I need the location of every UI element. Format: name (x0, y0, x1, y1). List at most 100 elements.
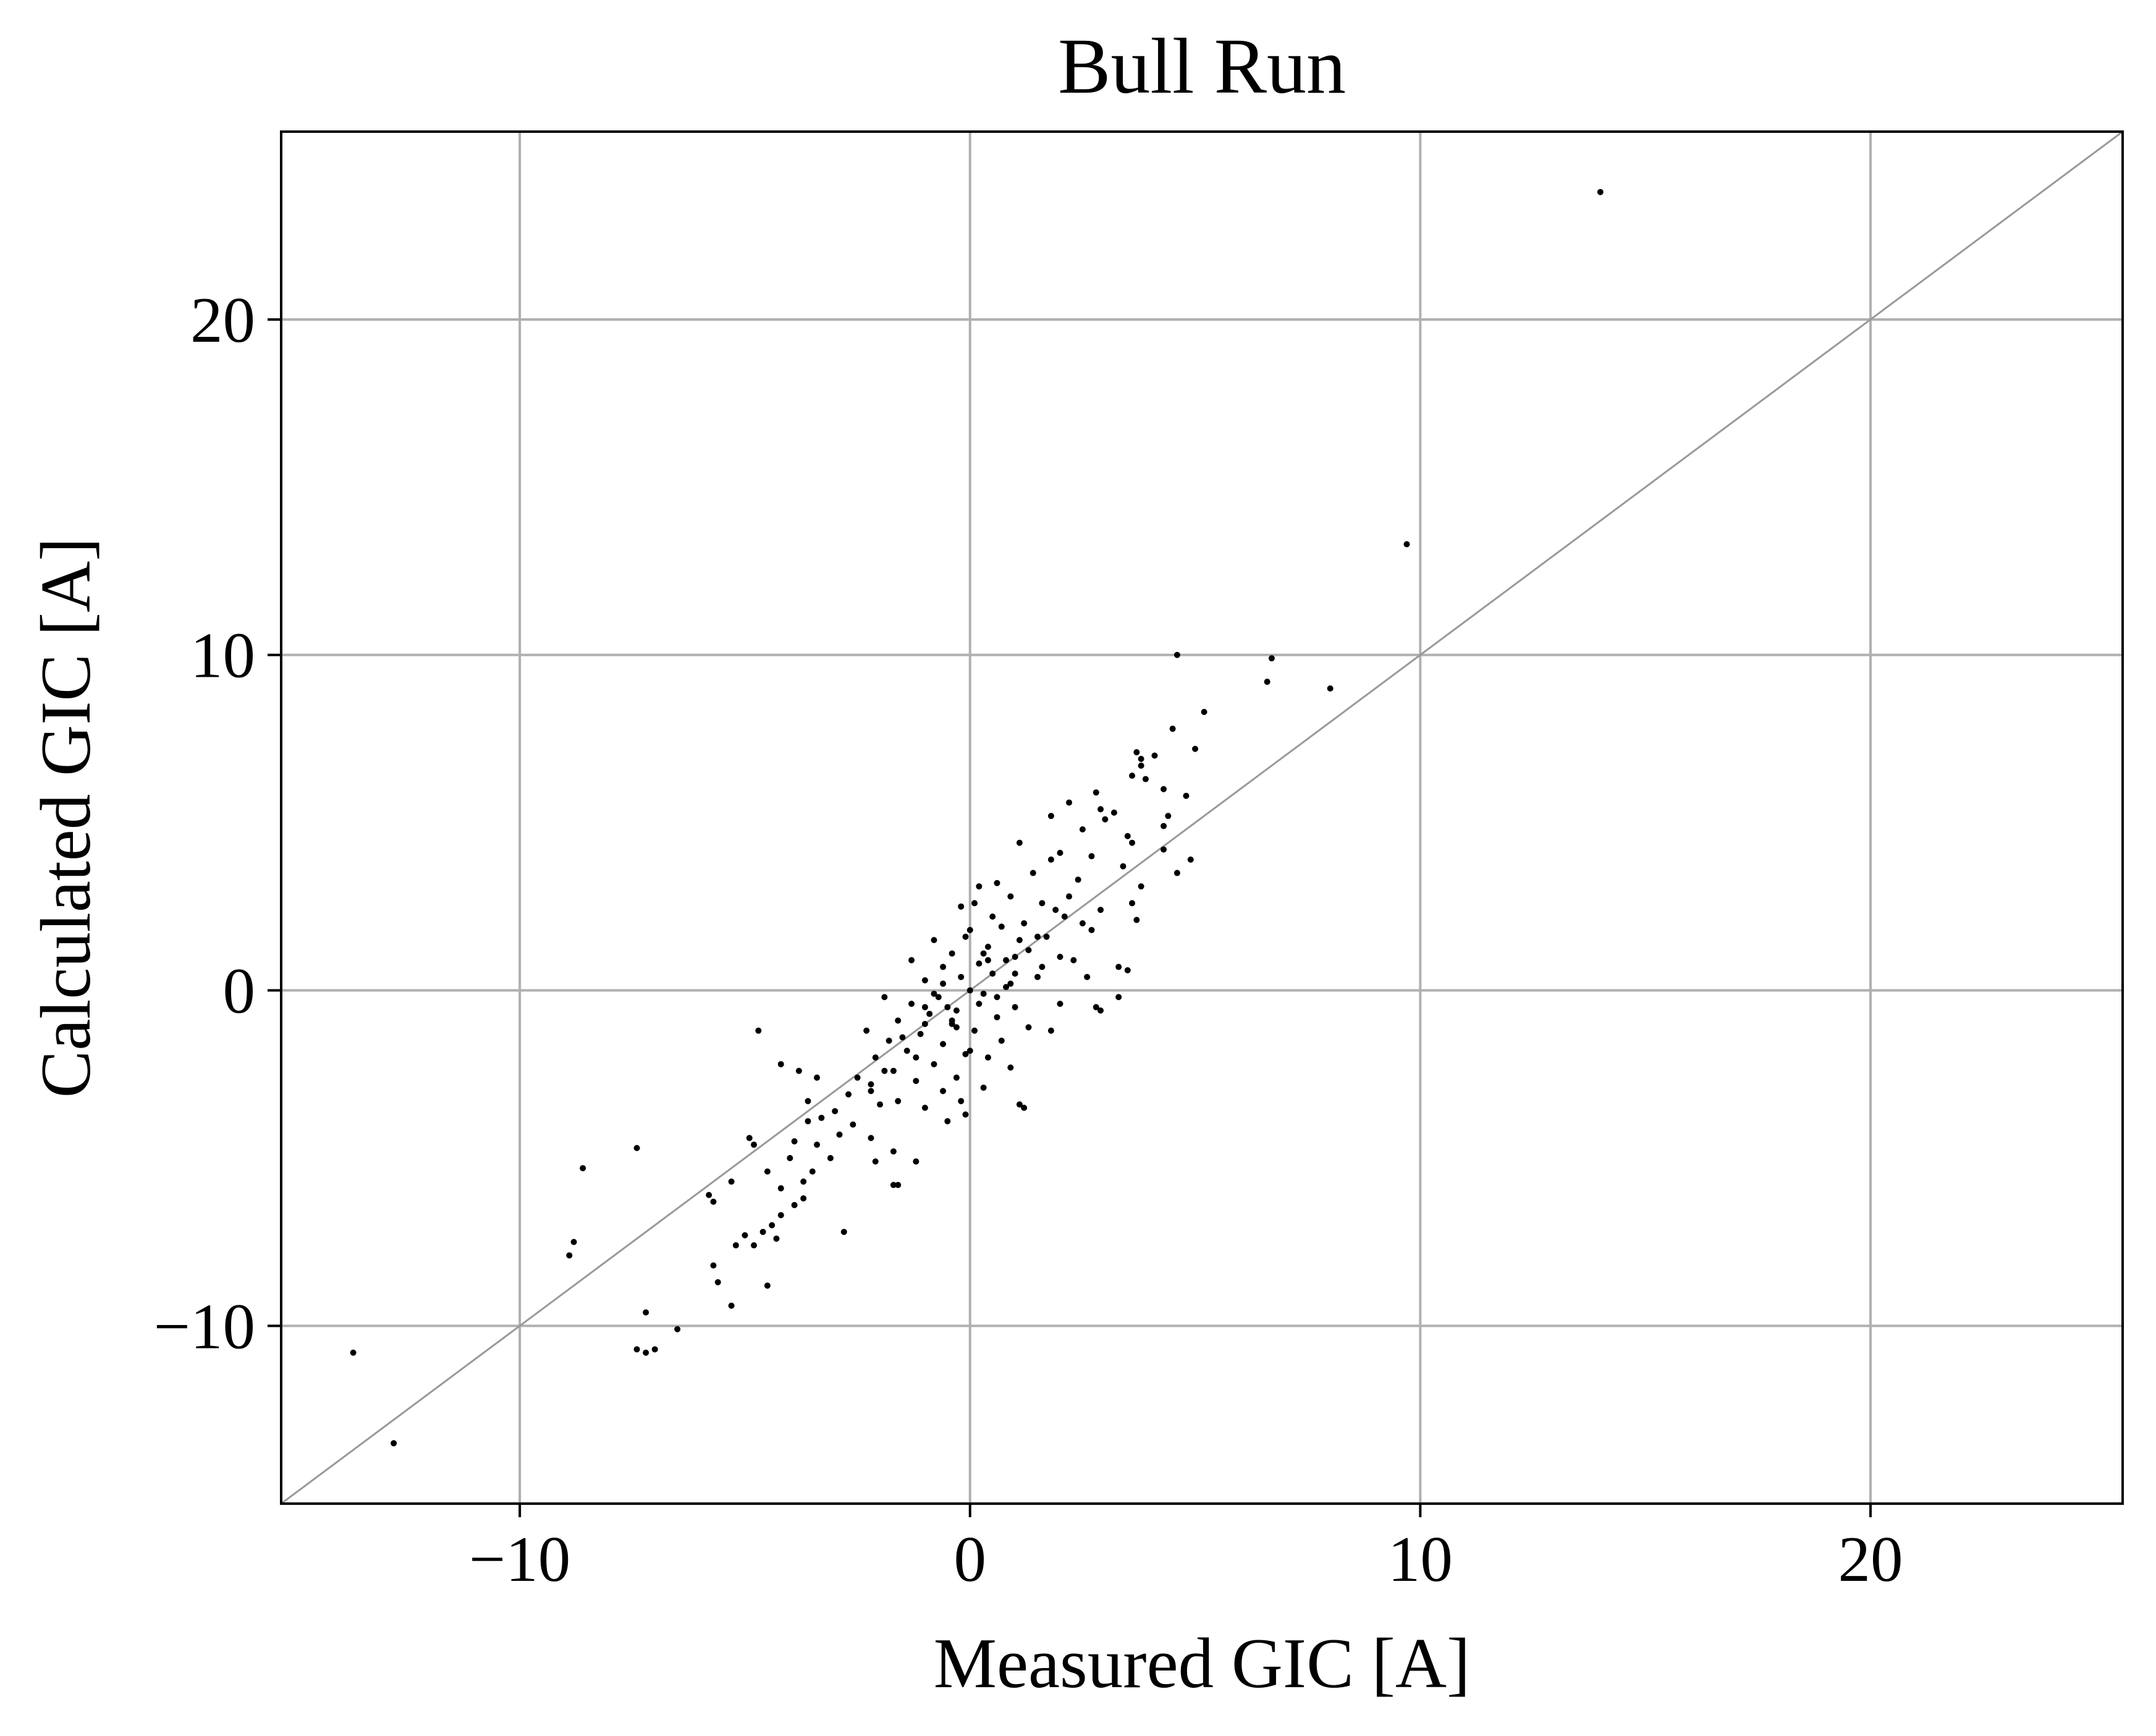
data-point (958, 1098, 965, 1104)
data-point (984, 943, 991, 950)
data-point (1093, 1004, 1099, 1010)
data-point (1597, 188, 1604, 195)
data-point (1133, 917, 1140, 923)
data-point (940, 980, 947, 987)
data-point (777, 1061, 784, 1067)
data-point (1173, 870, 1180, 876)
data-point (921, 1020, 928, 1027)
data-point (1327, 685, 1334, 692)
data-point (1093, 789, 1099, 796)
data-point (944, 1004, 951, 1010)
data-point (1138, 762, 1144, 769)
data-point (1047, 813, 1054, 819)
data-point (787, 1154, 793, 1161)
data-point (633, 1346, 640, 1353)
data-point (921, 1104, 928, 1111)
data-point (566, 1252, 573, 1259)
data-point (949, 1017, 955, 1024)
data-point (1039, 963, 1046, 970)
grid-lines (281, 132, 2123, 1504)
identity-reference-line (281, 130, 2123, 1505)
data-point (917, 1031, 924, 1038)
data-point (728, 1178, 735, 1185)
data-point (931, 937, 937, 944)
data-point (872, 1054, 879, 1061)
data-point (1403, 541, 1410, 548)
data-point (1115, 963, 1122, 970)
data-point (1169, 726, 1176, 732)
data-point (1016, 937, 1023, 944)
data-point (1129, 773, 1136, 779)
data-point (966, 1048, 973, 1054)
data-point (1129, 839, 1136, 846)
data-point (1039, 900, 1046, 907)
data-point (1012, 954, 1018, 960)
data-point (1268, 655, 1275, 662)
data-point (994, 879, 1000, 886)
data-point (1160, 785, 1167, 792)
data-point (1187, 856, 1194, 863)
data-point (633, 1145, 640, 1151)
data-point (984, 1054, 991, 1061)
data-point (1007, 980, 1014, 987)
data-point (674, 1326, 681, 1332)
data-point (728, 1302, 735, 1309)
data-point (1097, 806, 1104, 813)
data-point (966, 987, 973, 994)
y-tick-label: 10 (190, 619, 255, 692)
data-point (895, 1182, 902, 1188)
data-point (931, 990, 937, 997)
data-point (890, 1148, 897, 1155)
data-point (895, 1098, 902, 1104)
data-point (1124, 832, 1131, 839)
data-point (998, 923, 1005, 930)
y-axis-label: Calculated GIC [A] (27, 538, 105, 1098)
data-point (984, 957, 991, 963)
x-tick-label: 20 (1838, 1523, 1903, 1595)
data-point (643, 1309, 649, 1316)
x-tick-label: −10 (469, 1523, 570, 1595)
plot-frame (280, 130, 2124, 1505)
data-point (994, 1014, 1000, 1020)
data-point (746, 1135, 753, 1141)
data-point (881, 1067, 888, 1074)
data-point (1003, 957, 1010, 963)
data-point (890, 1182, 897, 1188)
data-point (350, 1349, 357, 1356)
data-point (1138, 756, 1144, 763)
y-tick-label: −10 (154, 1290, 255, 1362)
data-point (966, 926, 973, 933)
data-point (1021, 1104, 1028, 1111)
data-point (976, 960, 983, 967)
data-point (1003, 984, 1010, 991)
data-point (868, 1088, 874, 1095)
data-point (773, 1235, 780, 1242)
data-point (913, 1078, 919, 1085)
data-point (1097, 907, 1104, 913)
data-point (890, 1067, 897, 1074)
data-point (1057, 1001, 1063, 1007)
data-point (1151, 752, 1158, 759)
data-point (1201, 709, 1207, 716)
data-point (791, 1201, 798, 1208)
data-point (1088, 853, 1095, 860)
data-point (958, 973, 965, 980)
data-point (962, 1111, 969, 1118)
data-point (1115, 994, 1122, 1001)
data-point (1079, 826, 1086, 832)
data-point (1034, 973, 1041, 980)
data-point (935, 994, 942, 1001)
data-point (989, 970, 996, 977)
data-point (953, 1007, 960, 1014)
data-point (840, 1229, 847, 1235)
data-point (953, 1074, 960, 1081)
data-point (1047, 856, 1054, 863)
data-point (710, 1262, 717, 1269)
data-point (962, 1051, 969, 1057)
data-point (1066, 893, 1073, 900)
data-point (1061, 913, 1068, 920)
data-point (706, 1192, 712, 1198)
data-point (980, 1084, 987, 1091)
x-tick-label: 10 (1388, 1523, 1453, 1595)
identity-line (281, 130, 2123, 1505)
